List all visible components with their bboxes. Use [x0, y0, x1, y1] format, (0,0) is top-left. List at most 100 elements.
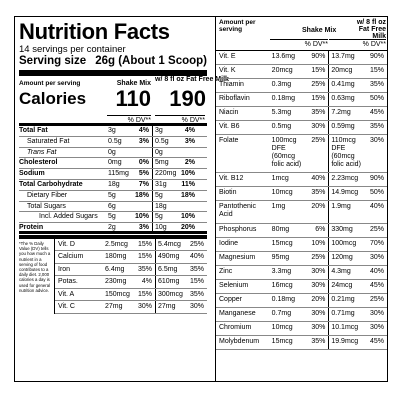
shake-mix-amount: 230mg: [105, 278, 127, 286]
micronutrient-name: Molybdenum: [219, 337, 260, 345]
label-title: Nutrition Facts: [19, 19, 170, 44]
right-fat-free-milk-header: w/ 8 fl oz Fat Free Milk: [356, 19, 386, 40]
shake-mix-amount: 1mg: [271, 202, 286, 210]
shake-mix-dv: 15%: [311, 66, 326, 74]
nutrient-name: Sodium: [19, 170, 45, 178]
shake-mix-dv: 20%: [311, 202, 326, 210]
shake-mix-cell: 2g 3%: [106, 223, 152, 231]
with-milk-amount: 120mg: [331, 253, 353, 261]
with-milk-cell: 0.71mg 30%: [328, 308, 387, 321]
with-milk-cell: 10g 20%: [152, 223, 198, 231]
with-milk-cell: 0.63mg 50%: [328, 93, 387, 106]
shake-mix-dv: 5%: [138, 170, 149, 178]
shake-mix-cell: 0.5g 3%: [106, 137, 152, 147]
shake-mix-cell: 80mg 6%: [270, 224, 329, 237]
with-milk-dv: 30%: [369, 309, 384, 317]
with-milk-cell: 7.2mg 45%: [328, 107, 387, 120]
nutrient-row: Cholesterol 0mg 0% 5mg 2%: [19, 158, 207, 170]
with-milk-cell: 0g: [152, 147, 198, 158]
shake-mix-cell: 18g 7%: [106, 180, 152, 190]
shake-mix-amount: 10mcg: [271, 188, 293, 196]
micronutrient-row: Thiamin 0.3mg 25% 0.41mg 35%: [216, 79, 387, 93]
vitamin-name: Calcium: [58, 253, 84, 261]
servings-per-container: 14 servings per container: [19, 44, 126, 55]
shake-mix-dv: 0%: [138, 159, 149, 167]
with-milk-amount: 10g: [155, 224, 167, 232]
with-milk-dv: 45%: [369, 337, 384, 345]
micronutrient-name: Zinc: [219, 267, 233, 275]
vitamin-name: Vit. D: [58, 240, 75, 248]
shake-mix-cell: 27mg 30%: [103, 301, 155, 313]
calories-label: Calories: [19, 89, 87, 108]
with-milk-amount: 0.71mg: [331, 309, 355, 317]
shake-mix-amount: 20mcg: [271, 66, 293, 74]
with-milk-amount: 490mg: [158, 253, 180, 261]
nutrient-name: Incl. Added Sugars: [39, 213, 98, 221]
nutrient-row: Trans Fat 0g 0g: [19, 147, 207, 159]
shake-mix-amount: 0.7mg: [271, 309, 292, 317]
shake-mix-amount: 0.5mg: [271, 122, 292, 130]
shake-mix-cell: 5g 10%: [106, 212, 152, 222]
shake-mix-dv: 10%: [134, 213, 149, 221]
with-milk-dv: 30%: [189, 303, 204, 311]
with-milk-cell: 100mcg 70%: [328, 238, 387, 251]
shake-mix-amount: 150mcg: [105, 290, 130, 298]
nutrient-name: Dietary Fiber: [27, 191, 68, 199]
micronutrient-name: Phosphorus: [219, 225, 257, 233]
shake-mix-dv: 35%: [311, 188, 326, 196]
shake-mix-cell: 0mg 0%: [106, 158, 152, 168]
shake-mix-amount: 0.5g: [108, 137, 122, 145]
with-milk-amount: 13.7mg: [331, 52, 355, 60]
with-milk-amount: 7.2mg: [331, 108, 351, 116]
shake-mix-dv: 30%: [137, 303, 152, 311]
with-milk-cell: 1.9mg 40%: [328, 201, 387, 223]
shake-mix-amount: 115mg: [108, 170, 129, 178]
shake-mix-cell: 0.7mg 30%: [270, 308, 329, 321]
left-section: Nutrition Facts 14 servings per containe…: [15, 17, 229, 381]
with-milk-cell: 20mcg 15%: [328, 65, 387, 78]
micronutrient-name: Copper: [219, 295, 242, 303]
micronutrient-row: Manganese 0.7mg 30% 0.71mg 30%: [216, 308, 387, 322]
serving-size-value: 26g (About 1 Scoop): [95, 55, 207, 67]
with-milk-amount: 3g: [155, 127, 163, 134]
calories-shake-mix: 110: [115, 86, 152, 111]
micronutrient-row: Selenium 16mcg 30% 24mcg 45%: [216, 280, 387, 294]
vitamin-row: Iron 6.4mg 35% 6.5mg 35%: [55, 263, 207, 277]
with-milk-amount: 19.9mcg: [331, 337, 359, 345]
vitamin-name: Vit. C: [58, 303, 75, 311]
nutrition-label: Nutrition Facts 14 servings per containe…: [14, 16, 388, 382]
with-milk-dv: 11%: [181, 180, 195, 188]
micronutrient-name: Vit. E: [219, 52, 236, 60]
with-milk-dv: 30%: [369, 323, 384, 331]
shake-mix-dv: 25%: [311, 253, 326, 261]
shake-mix-dv: 40%: [311, 174, 326, 182]
micronutrient-row: Phosphorus 80mg 6% 330mg 25%: [216, 224, 387, 238]
with-milk-cell: 27mg 30%: [155, 301, 207, 313]
shake-mix-cell: 1mcg 40%: [270, 173, 329, 186]
shake-mix-amount: 95mg: [271, 253, 290, 261]
with-milk-dv: 25%: [369, 225, 384, 233]
with-milk-amount: 220mg: [155, 170, 177, 178]
shake-mix-amount: 100mcg DFE (60mcg folic acid): [271, 136, 302, 168]
shake-mix-cell: 3g 4%: [106, 126, 152, 136]
shake-mix-amount: 15mcg: [271, 239, 293, 247]
shake-mix-cell: 10mcg 35%: [270, 187, 329, 200]
with-milk-cell: 0.41mg 35%: [328, 79, 387, 92]
with-milk-cell: 300mcg 35%: [155, 288, 207, 301]
with-milk-amount: 5.4mcg: [158, 240, 181, 248]
nutrient-name: Protein: [19, 224, 44, 231]
micronutrient-name: Chromium: [219, 323, 252, 331]
micronutrient-row: Biotin 10mcg 35% 14.9mcg 50%: [216, 187, 387, 201]
with-milk-dv: 30%: [369, 136, 384, 144]
amount-per-serving: Amount per serving: [19, 80, 81, 87]
shake-mix-cell: 15mcg 10%: [270, 238, 329, 251]
with-milk-dv: 90%: [369, 174, 384, 182]
with-milk-cell: 5g 10%: [152, 212, 198, 223]
nutrient-row: Incl. Added Sugars 5g 10% 5g 10%: [19, 212, 207, 224]
right-dv-header-col2: % DV**: [329, 39, 386, 48]
shake-mix-amount: 6g: [108, 202, 116, 210]
shake-mix-amount: 0.18mg: [271, 94, 296, 102]
calories-block: Amount per serving Calories Shake Mix w/…: [19, 76, 229, 126]
dv-footnote: *The % Daily Value (DV) tells you how mu…: [19, 238, 55, 314]
micronutrient-row: Pantothenic Acid 1mg 20% 1.9mg 40%: [216, 201, 387, 224]
